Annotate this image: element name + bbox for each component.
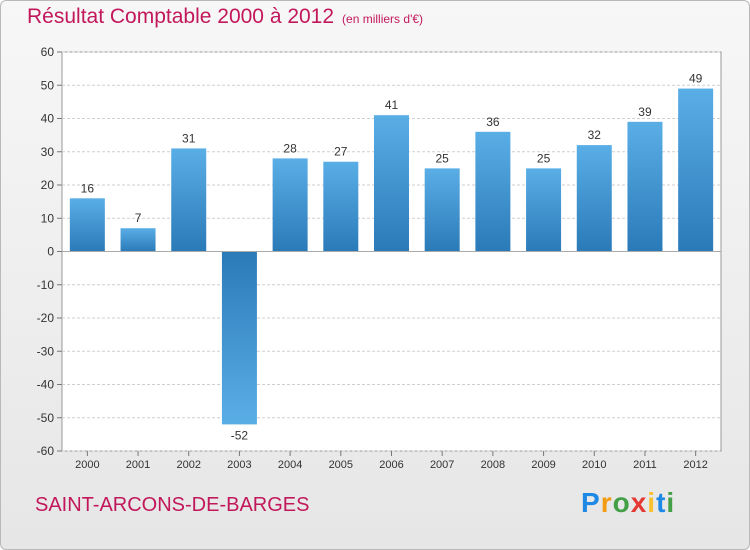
x-tick-label: 2010 — [582, 459, 606, 471]
x-tick-label: 2001 — [126, 459, 150, 471]
y-tick-label: 60 — [41, 45, 55, 59]
bar-2009 — [526, 168, 562, 252]
bar-2007 — [424, 168, 460, 252]
data-label: 32 — [588, 128, 602, 142]
data-label: 39 — [638, 105, 652, 119]
bar-2002 — [171, 148, 207, 252]
chart-title: Résultat Comptable 2000 à 2012 — [27, 5, 335, 28]
x-tick-label: 2012 — [683, 459, 707, 471]
y-tick-label: -30 — [37, 344, 55, 358]
bar-2000 — [69, 198, 105, 252]
y-tick-label: -10 — [37, 278, 55, 292]
logo-letter: x — [630, 487, 648, 518]
data-label: 41 — [385, 98, 399, 112]
x-tick-label: 2006 — [379, 459, 403, 471]
data-label: -52 — [231, 428, 249, 442]
bars: 16 7 31 -52 28 27 41 25 36 25 32 39 49 — [69, 72, 714, 442]
data-label: 25 — [537, 151, 551, 165]
bar-2008 — [475, 131, 511, 252]
y-tick-label: -50 — [37, 411, 55, 425]
data-label: 27 — [334, 145, 348, 159]
bar-2006 — [374, 115, 409, 252]
logo-letter: i — [647, 487, 657, 518]
y-tick-label: 30 — [41, 145, 55, 159]
logo-letter: t — [656, 487, 667, 518]
x-tick-label: 2004 — [278, 459, 302, 471]
data-label: 25 — [436, 151, 450, 165]
logo-letter: r — [600, 487, 613, 518]
x-tick-label: 2011 — [633, 459, 657, 471]
y-tick-label: 20 — [41, 178, 55, 192]
chart-title-block: Résultat Comptable 2000 à 2012 (en millie… — [27, 5, 423, 29]
data-label: 36 — [486, 115, 500, 129]
data-label: 16 — [81, 181, 95, 195]
x-tick-label: 2005 — [329, 459, 353, 471]
data-label: 31 — [182, 131, 196, 145]
bar-2004 — [272, 158, 308, 252]
x-tick-label: 2007 — [430, 459, 454, 471]
proxiti-logo: Proxiti — [581, 487, 675, 519]
data-label: 7 — [135, 211, 142, 225]
bar-2010 — [576, 145, 612, 252]
x-tick-label: 2002 — [176, 459, 200, 471]
data-label: 49 — [689, 72, 703, 86]
y-tick-label: -60 — [37, 444, 55, 458]
x-tick-label: 2008 — [481, 459, 505, 471]
y-tick-label: -20 — [37, 311, 55, 325]
bar-2011 — [627, 121, 663, 252]
data-label: 28 — [283, 141, 297, 155]
y-tick-label: 0 — [47, 245, 54, 259]
bar-2003 — [221, 251, 257, 425]
bar-2012 — [678, 88, 714, 252]
y-axis: 60 50 40 30 20 10 0 -10 -20 -30 -40 -50 -60 — [37, 45, 62, 458]
chart-subtitle: (en milliers d'€) — [342, 12, 424, 26]
commune-name: SAINT-ARCONS-DE-BARGES — [35, 494, 310, 516]
x-axis: 2000 2001 2002 2003 2004 2005 2006 2007 2008 2009… — [62, 251, 721, 471]
x-tick-label: 2009 — [531, 459, 555, 471]
logo-letter: i — [666, 487, 676, 518]
y-tick-label: 50 — [41, 78, 55, 92]
x-tick-label: 2000 — [75, 459, 99, 471]
bar-2005 — [323, 161, 359, 252]
logo-letter: P — [581, 487, 601, 518]
logo-letter: o — [612, 487, 631, 518]
y-tick-label: -40 — [37, 378, 55, 392]
y-tick-label: 10 — [41, 211, 55, 225]
bar-2001 — [120, 228, 156, 252]
x-tick-label: 2003 — [227, 459, 251, 471]
y-tick-label: 40 — [41, 112, 55, 126]
